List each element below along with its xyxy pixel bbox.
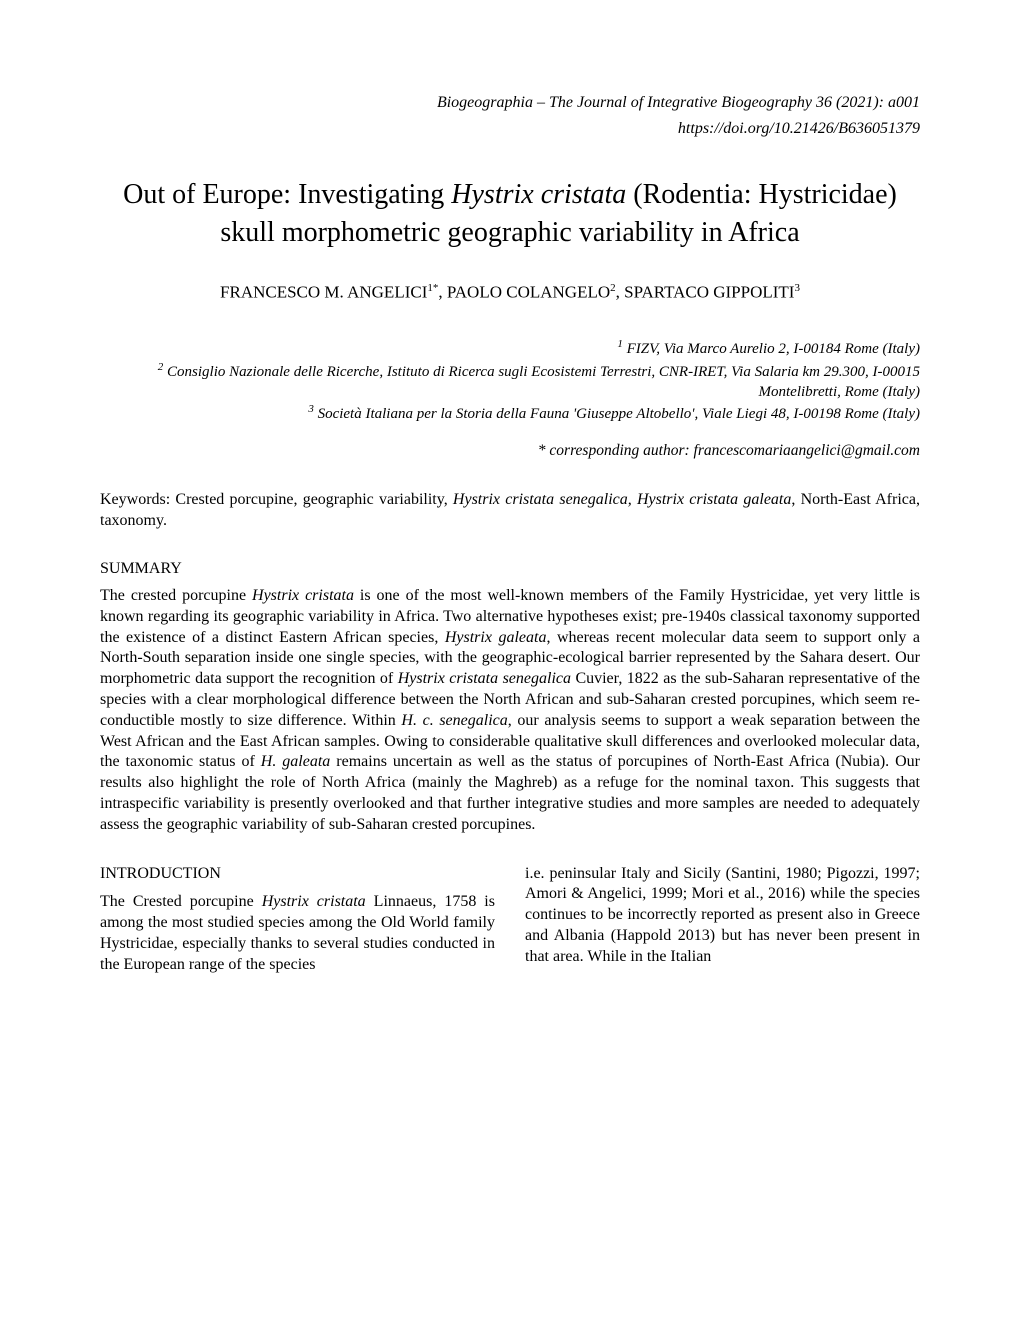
introduction-heading: INTRODUCTION bbox=[100, 864, 495, 885]
affiliation-3: 3 Società Italiana per la Storia della F… bbox=[100, 402, 920, 424]
author-1-sup: 1* bbox=[427, 282, 438, 294]
affiliation-2: 2 Consiglio Nazionale delle Ricerche, Is… bbox=[100, 360, 920, 403]
authors-line: FRANCESCO M. ANGELICI1*, PAOLO COLANGELO… bbox=[100, 282, 920, 303]
intro-col-left: INTRODUCTION The Crested porcupine Hystr… bbox=[100, 864, 495, 976]
intro-columns: INTRODUCTION The Crested porcupine Hystr… bbox=[100, 864, 920, 976]
journal-header: Biogeographia – The Journal of Integrati… bbox=[100, 90, 920, 141]
paper-title: Out of Europe: Investigating Hystrix cri… bbox=[100, 176, 920, 252]
intro-col-right: i.e. peninsular Italy and Sicily (Santin… bbox=[525, 864, 920, 976]
author-3-sup: 3 bbox=[794, 282, 800, 294]
title-species: Hystrix cristata bbox=[451, 179, 626, 210]
affiliation-1: 1 FIZV, Via Marco Aurelio 2, I-00184 Rom… bbox=[100, 337, 920, 359]
keywords-text1: Crested porcupine, geographic variabilit… bbox=[175, 491, 453, 508]
summary-a: The crested porcupine bbox=[100, 587, 252, 604]
corresponding-author: * corresponding author: francescomariaan… bbox=[100, 442, 920, 460]
affiliations: 1 FIZV, Via Marco Aurelio 2, I-00184 Rom… bbox=[100, 337, 920, 424]
affiliation-1-text: FIZV, Via Marco Aurelio 2, I-00184 Rome … bbox=[623, 341, 920, 357]
summary-species2: Hystrix galeata bbox=[445, 629, 547, 646]
sep: , bbox=[438, 282, 447, 301]
affiliation-2-text: Consiglio Nazionale delle Ricerche, Isti… bbox=[163, 364, 920, 400]
author-2: PAOLO COLANGELO bbox=[447, 282, 610, 301]
keywords-italic1: Hystrix cristata senegalica, Hystrix cri… bbox=[453, 491, 791, 508]
sep: , bbox=[616, 282, 625, 301]
keywords: Keywords: Crested porcupine, geographic … bbox=[100, 490, 920, 532]
summary-species4: H. c. senegalica bbox=[401, 712, 507, 729]
author-1: FRANCESCO M. ANGELICI bbox=[220, 282, 427, 301]
keywords-label: Keywords: bbox=[100, 491, 175, 508]
journal-line: Biogeographia – The Journal of Integrati… bbox=[100, 90, 920, 116]
summary-heading: SUMMARY bbox=[100, 560, 920, 578]
author-3: SPARTACO GIPPOLITI bbox=[624, 282, 794, 301]
title-part1: Out of Europe: Investigating bbox=[123, 179, 451, 210]
summary-species1: Hystrix cristata bbox=[252, 587, 354, 604]
summary-species3: Hystrix cristata senegalica bbox=[398, 670, 571, 687]
intro-col1-species: Hystrix cristata bbox=[262, 893, 366, 910]
affiliation-3-text: Società Italiana per la Storia della Fau… bbox=[314, 406, 920, 422]
intro-col1-a: The Crested porcupine bbox=[100, 893, 262, 910]
summary-text: The crested porcupine Hystrix cristata i… bbox=[100, 586, 920, 836]
journal-doi: https://doi.org/10.21426/B636051379 bbox=[100, 116, 920, 142]
summary-species5: H. galeata bbox=[261, 753, 331, 770]
intro-col2: i.e. peninsular Italy and Sicily (Santin… bbox=[525, 865, 920, 965]
